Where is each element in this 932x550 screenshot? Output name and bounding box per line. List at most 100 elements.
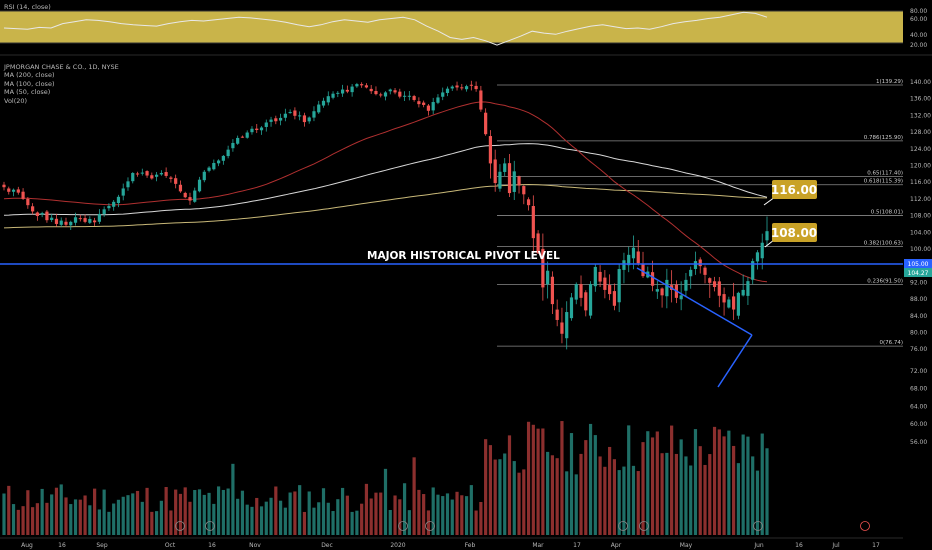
volume-bar xyxy=(741,434,745,535)
volume-bar xyxy=(45,502,49,535)
earnings-event-icon[interactable] xyxy=(753,521,763,531)
volume-bar xyxy=(679,439,683,535)
volume-bar xyxy=(426,510,431,535)
price-tick-label: 108.00 xyxy=(910,213,931,220)
candle-body xyxy=(274,118,278,122)
volume-bar xyxy=(164,487,168,535)
volume-bar xyxy=(689,465,693,535)
time-tick-label: May xyxy=(680,542,693,549)
candle-body xyxy=(183,192,187,198)
earnings-event-icon[interactable] xyxy=(860,521,870,531)
volume-bar xyxy=(531,424,535,535)
volume-bar xyxy=(727,430,731,535)
candle-body xyxy=(417,101,421,105)
volume-bar xyxy=(231,463,235,535)
time-tick-label: Dec xyxy=(321,542,333,549)
volume-bar xyxy=(755,470,760,535)
fib-label-0.382: 0.382(100.63) xyxy=(864,240,903,246)
candle-body xyxy=(131,173,135,182)
candle-body xyxy=(236,137,240,144)
candle-body xyxy=(155,174,159,177)
volume-bar xyxy=(703,464,707,535)
fibonacci-retracement: 1(139.29) 0.786(125.90) 0.65(117.40) 0.618(… xyxy=(497,79,903,347)
volume-bar xyxy=(2,493,6,535)
time-tick-label: 2020 xyxy=(390,542,405,549)
volume-bar xyxy=(188,501,192,535)
time-tick-label: Oct xyxy=(165,542,176,549)
volume-bar xyxy=(765,448,769,535)
candle-body xyxy=(407,95,411,97)
candle-body xyxy=(221,155,225,161)
volume-bar xyxy=(469,485,473,535)
candle-body xyxy=(541,248,545,288)
candle-body xyxy=(207,167,211,171)
candle-body xyxy=(202,171,206,181)
fib-label-0.5: 0.5(108.01) xyxy=(871,210,903,216)
candle-body xyxy=(388,89,392,92)
volume-bar xyxy=(207,492,211,535)
earnings-event-icon[interactable] xyxy=(205,521,215,531)
candle-body xyxy=(45,211,49,221)
candle-body xyxy=(584,292,588,311)
candle-body xyxy=(226,149,230,157)
volume-bar xyxy=(693,429,698,535)
fib-label-0: 0(76.74) xyxy=(879,340,903,346)
pivot-price-badge xyxy=(904,259,932,268)
candle-body xyxy=(288,112,292,114)
candle-body xyxy=(732,296,736,310)
candle-body xyxy=(598,271,602,282)
price-tick-label: 84.00 xyxy=(910,313,927,320)
candle-body xyxy=(169,177,173,179)
volume-bar xyxy=(503,453,507,535)
candle-body xyxy=(469,84,473,86)
volume-bar xyxy=(54,487,59,535)
price-tick-label: 92.00 xyxy=(910,279,927,286)
price-tick-label: 112.00 xyxy=(910,196,931,203)
candle-body xyxy=(126,181,130,188)
candle-body xyxy=(283,113,287,118)
wedge-upper-trendline xyxy=(636,267,753,336)
volume-bar xyxy=(646,431,650,535)
price-tick-label: 116.00 xyxy=(910,179,931,186)
volume-bar xyxy=(460,495,464,535)
earnings-event-icon[interactable] xyxy=(425,521,435,531)
last-price-badge xyxy=(904,268,932,277)
candle-body xyxy=(474,85,478,90)
volume-bar xyxy=(183,487,187,535)
price-tick-label: 140.00 xyxy=(910,79,931,86)
candle-body xyxy=(197,179,202,192)
volume-bar xyxy=(598,456,602,535)
earnings-event-icon[interactable] xyxy=(618,521,628,531)
time-tick-label: 16 xyxy=(795,542,803,549)
volume-bar xyxy=(698,446,702,535)
candle-body xyxy=(512,171,516,192)
fib-label-0.236: 0.236(91.50) xyxy=(867,278,903,284)
time-tick-label: Nov xyxy=(249,542,261,549)
volume-bar xyxy=(202,494,206,535)
candle-body xyxy=(693,261,698,269)
volume-bar xyxy=(307,491,311,535)
candle-body xyxy=(560,322,564,334)
rsi-tick-40: 40.00 xyxy=(910,32,927,39)
candle-body xyxy=(336,92,340,94)
volume-bar xyxy=(336,499,340,535)
candle-body xyxy=(326,96,330,103)
volume-bar xyxy=(293,491,297,535)
candle-body xyxy=(441,92,445,97)
volume-bar xyxy=(641,442,645,535)
earnings-event-icon[interactable] xyxy=(175,521,185,531)
earnings-event-icon[interactable] xyxy=(639,521,649,531)
time-tick-label: Mar xyxy=(532,542,544,549)
volume-bar xyxy=(660,453,664,535)
volume-bar xyxy=(131,493,135,535)
time-tick-label: Jul xyxy=(831,542,840,549)
candle-body xyxy=(350,86,354,93)
volume-bar xyxy=(274,486,278,535)
volume-bar xyxy=(221,489,225,535)
volume-bar xyxy=(417,489,421,535)
volume-bar xyxy=(369,498,373,535)
candle-body xyxy=(546,270,550,285)
earnings-event-icon[interactable] xyxy=(398,521,408,531)
candle-body xyxy=(364,85,369,88)
